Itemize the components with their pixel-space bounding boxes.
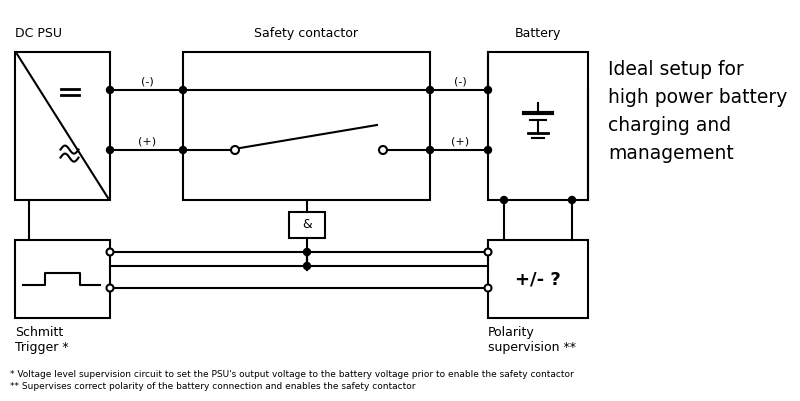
Text: DC PSU: DC PSU xyxy=(15,27,62,40)
Circle shape xyxy=(426,87,434,93)
Circle shape xyxy=(485,249,491,255)
Text: Schmitt
Trigger *: Schmitt Trigger * xyxy=(15,326,69,354)
Text: Safety contactor: Safety contactor xyxy=(254,27,358,40)
Text: * Voltage level supervision circuit to set the PSU's output voltage to the batte: * Voltage level supervision circuit to s… xyxy=(10,370,574,379)
Text: (+): (+) xyxy=(138,137,156,147)
Text: +/- ?: +/- ? xyxy=(515,270,561,288)
Text: Battery: Battery xyxy=(515,27,561,40)
Text: ** Supervises correct polarity of the battery connection and enables the safety : ** Supervises correct polarity of the ba… xyxy=(10,382,415,391)
Text: &: & xyxy=(302,219,312,231)
Text: (-): (-) xyxy=(454,77,466,87)
Text: (-): (-) xyxy=(141,77,154,87)
Circle shape xyxy=(106,284,114,292)
Circle shape xyxy=(485,87,491,93)
Bar xyxy=(183,52,430,200)
Circle shape xyxy=(106,87,114,93)
Circle shape xyxy=(379,146,387,154)
Circle shape xyxy=(485,284,491,292)
Circle shape xyxy=(179,87,186,93)
Circle shape xyxy=(485,146,491,154)
Circle shape xyxy=(179,146,186,154)
Bar xyxy=(289,212,325,238)
Text: Polarity
supervision **: Polarity supervision ** xyxy=(488,326,576,354)
Text: (+): (+) xyxy=(451,137,469,147)
Bar xyxy=(488,52,588,200)
Circle shape xyxy=(426,146,434,154)
Bar xyxy=(15,240,110,318)
Bar xyxy=(15,52,110,200)
Circle shape xyxy=(501,196,507,203)
Text: Ideal setup for
high power battery
charging and
management: Ideal setup for high power battery charg… xyxy=(608,60,787,163)
Circle shape xyxy=(231,146,239,154)
Bar xyxy=(488,240,588,318)
Circle shape xyxy=(303,249,310,255)
Circle shape xyxy=(569,196,575,203)
Circle shape xyxy=(106,249,114,255)
Circle shape xyxy=(106,146,114,154)
Circle shape xyxy=(303,263,310,269)
